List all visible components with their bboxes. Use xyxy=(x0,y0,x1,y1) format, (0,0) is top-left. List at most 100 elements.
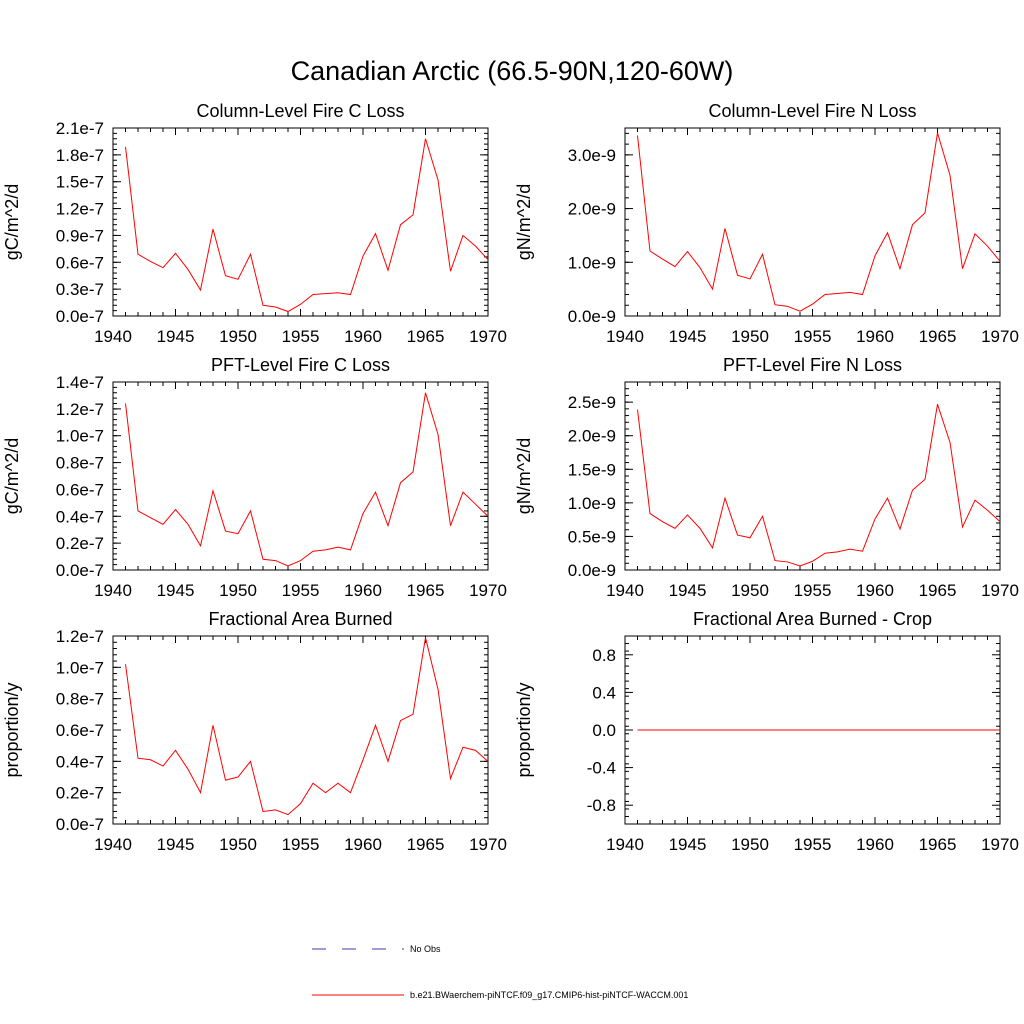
y-tick-label: 0.9e-7 xyxy=(56,226,104,245)
panel-title: Column-Level Fire N Loss xyxy=(708,101,916,121)
x-tick-label: 1955 xyxy=(794,581,832,600)
x-tick-label: 1965 xyxy=(919,581,957,600)
x-tick-label: 1950 xyxy=(731,835,769,854)
x-tick-label: 1965 xyxy=(407,581,445,600)
x-tick-label: 1970 xyxy=(981,835,1019,854)
y-tick-label: 1.0e-9 xyxy=(568,494,616,513)
x-tick-label: 1955 xyxy=(794,327,832,346)
y-tick-label: 1.0e-7 xyxy=(56,658,104,677)
y-tick-label: 1.4e-7 xyxy=(56,373,104,392)
y-tick-label: -0.8 xyxy=(587,796,616,815)
x-tick-label: 1940 xyxy=(606,327,644,346)
x-tick-label: 1970 xyxy=(469,835,507,854)
y-tick-label: 0.0e-7 xyxy=(56,815,104,834)
x-tick-label: 1940 xyxy=(94,327,132,346)
y-tick-label: 0.0e-7 xyxy=(56,307,104,326)
panel-title: PFT-Level Fire N Loss xyxy=(723,355,902,375)
y-tick-label: 0.4e-7 xyxy=(56,752,104,771)
y-tick-label: 0.0 xyxy=(592,721,616,740)
y-tick-label: 1.8e-7 xyxy=(56,146,104,165)
panel-5: Fractional Area Burned proportion/y 1940 19… xyxy=(2,609,507,854)
figure-title: Canadian Arctic (66.5-90N,120-60W) xyxy=(291,56,734,86)
y-tick-label: 0.8e-7 xyxy=(56,690,104,709)
x-tick-label: 1955 xyxy=(282,581,320,600)
legend-label-model: b.e21.BWaerchem-piNTCF.f09_g17.CMIP6-his… xyxy=(410,990,688,1000)
x-tick-label: 1955 xyxy=(282,327,320,346)
panel-1: Column-Level Fire C Loss gC/m^2/d 1940 1945… xyxy=(2,101,507,346)
x-tick-label: 1960 xyxy=(344,835,382,854)
panel-6: Fractional Area Burned - Crop proportion/… xyxy=(514,609,1019,854)
y-tick-label: 0.0e-7 xyxy=(56,561,104,580)
panel-title: Fractional Area Burned - Crop xyxy=(693,609,932,629)
panel-4: PFT-Level Fire N Loss gN/m^2/d 1940 1945 195… xyxy=(514,355,1019,600)
y-axis-label: gC/m^2/d xyxy=(2,438,22,514)
legend: No Obs b.e21.BWaerchem-piNTCF.f09_g17.CM… xyxy=(312,944,688,1000)
y-tick-label: 2.0e-9 xyxy=(568,427,616,446)
y-tick-label: 0.2e-7 xyxy=(56,534,104,553)
y-tick-label: 0.8e-7 xyxy=(56,454,104,473)
y-tick-label: 0.0e-9 xyxy=(568,307,616,326)
x-tick-label: 1970 xyxy=(981,581,1019,600)
x-tick-label: 1970 xyxy=(981,327,1019,346)
y-tick-label: 0.6e-7 xyxy=(56,721,104,740)
panels: Column-Level Fire C Loss gC/m^2/d 1940 1945… xyxy=(2,101,1019,854)
x-tick-label: 1960 xyxy=(344,327,382,346)
y-axis-label: proportion/y xyxy=(2,682,22,777)
panel-3: PFT-Level Fire C Loss gC/m^2/d 1940 1945 195… xyxy=(2,355,507,600)
y-tick-label: 0.0e-9 xyxy=(568,561,616,580)
x-tick-label: 1945 xyxy=(157,581,195,600)
x-tick-label: 1965 xyxy=(919,327,957,346)
x-tick-label: 1940 xyxy=(606,581,644,600)
x-tick-label: 1940 xyxy=(606,835,644,854)
x-tick-label: 1945 xyxy=(157,327,195,346)
x-tick-label: 1945 xyxy=(157,835,195,854)
x-tick-label: 1960 xyxy=(856,327,894,346)
y-axis-label: gN/m^2/d xyxy=(514,184,534,260)
y-tick-label: 0.2e-7 xyxy=(56,784,104,803)
y-tick-label: 1.2e-7 xyxy=(56,400,104,419)
panel-2: Column-Level Fire N Loss gN/m^2/d 1940 1945… xyxy=(514,101,1019,346)
x-tick-label: 1960 xyxy=(344,581,382,600)
x-tick-label: 1955 xyxy=(282,835,320,854)
y-tick-label: 0.8 xyxy=(592,646,616,665)
x-tick-label: 1970 xyxy=(469,581,507,600)
x-tick-label: 1965 xyxy=(407,835,445,854)
y-axis-label: gC/m^2/d xyxy=(2,184,22,260)
x-tick-label: 1955 xyxy=(794,835,832,854)
x-tick-label: 1950 xyxy=(731,581,769,600)
y-tick-label: 1.0e-7 xyxy=(56,427,104,446)
series-line xyxy=(637,404,1001,567)
y-tick-label: -0.4 xyxy=(587,759,616,778)
x-tick-label: 1945 xyxy=(669,581,707,600)
series-line xyxy=(125,637,489,816)
x-tick-label: 1945 xyxy=(669,327,707,346)
y-tick-label: 0.6e-7 xyxy=(56,480,104,499)
y-axis-label: proportion/y xyxy=(514,682,534,777)
x-tick-label: 1950 xyxy=(731,327,769,346)
x-tick-label: 1950 xyxy=(219,327,257,346)
x-tick-label: 1940 xyxy=(94,581,132,600)
x-tick-label: 1965 xyxy=(407,327,445,346)
y-tick-label: 2.5e-9 xyxy=(568,393,616,412)
panel-title: PFT-Level Fire C Loss xyxy=(211,355,390,375)
x-tick-label: 1965 xyxy=(919,835,957,854)
y-tick-label: 0.3e-7 xyxy=(56,280,104,299)
y-axis-label: gN/m^2/d xyxy=(514,438,534,514)
panel-title: Column-Level Fire C Loss xyxy=(196,101,404,121)
x-tick-label: 1960 xyxy=(856,581,894,600)
x-tick-label: 1945 xyxy=(669,835,707,854)
y-tick-label: 0.5e-9 xyxy=(568,527,616,546)
x-tick-label: 1950 xyxy=(219,581,257,600)
y-tick-label: 2.1e-7 xyxy=(56,119,104,138)
series-line xyxy=(125,138,489,313)
y-tick-label: 0.4e-7 xyxy=(56,507,104,526)
y-tick-label: 1.2e-7 xyxy=(56,200,104,219)
y-tick-label: 2.0e-9 xyxy=(568,200,616,219)
x-tick-label: 1940 xyxy=(94,835,132,854)
panel-title: Fractional Area Burned xyxy=(208,609,392,629)
y-tick-label: 3.0e-9 xyxy=(568,146,616,165)
x-tick-label: 1950 xyxy=(219,835,257,854)
y-tick-label: 1.2e-7 xyxy=(56,627,104,646)
y-tick-label: 1.5e-9 xyxy=(568,460,616,479)
